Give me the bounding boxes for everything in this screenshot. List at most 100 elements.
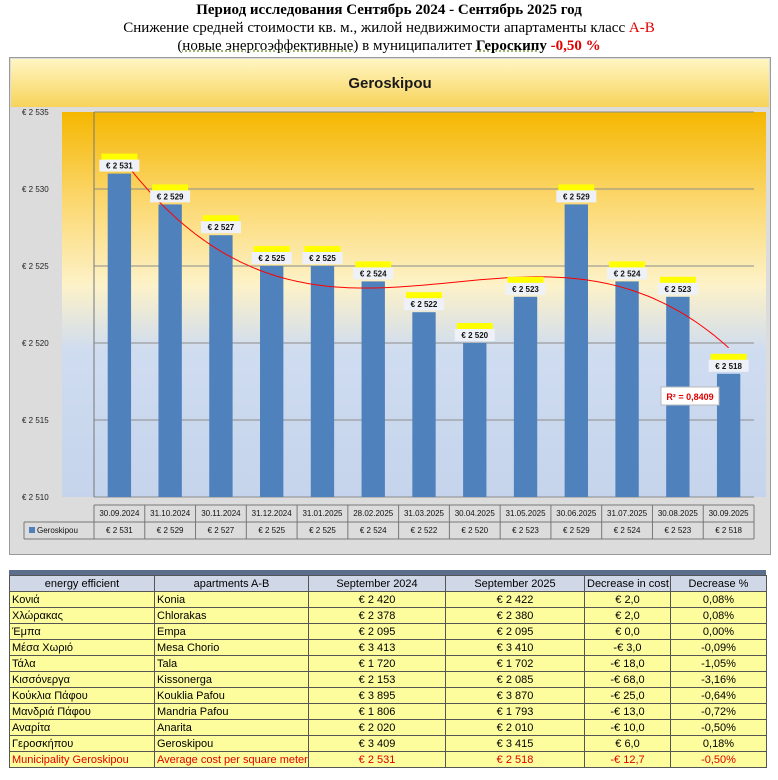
table-value: € 2 523 <box>664 526 691 535</box>
r-squared-box: R² = 0,8409 <box>660 386 720 406</box>
y-tick-label: € 2 525 <box>22 262 49 271</box>
table-cell: -0,09% <box>670 639 767 656</box>
bar <box>310 266 335 497</box>
header-paren-text: (новые энергоэффективные) <box>177 38 359 54</box>
x-tick-label: 31.05.2025 <box>506 509 547 518</box>
table-cell: € 2 531 <box>308 751 446 768</box>
table-cell: Μανδριά Πάφου <box>9 703 155 720</box>
y-tick-label: € 2 515 <box>22 416 49 425</box>
y-tick-label: € 2 530 <box>22 185 49 194</box>
bar <box>412 312 436 497</box>
x-tick-label: 31.01.2025 <box>302 509 343 518</box>
table-cell: € 1 720 <box>308 655 446 672</box>
table-cell: € 2 095 <box>445 623 585 640</box>
table-cell: Κούκλια Πάφου <box>9 687 155 704</box>
table-cell: € 3 895 <box>308 687 446 704</box>
table-cell: € 3 410 <box>445 639 585 656</box>
table-value: € 2 520 <box>461 526 488 535</box>
table-row: Τάλα Tala € 1 720 € 1 702 -€ 18,0 -1,05% <box>9 655 767 672</box>
data-label-box <box>556 190 597 203</box>
bars <box>107 173 741 497</box>
table-cell: Empa <box>154 623 309 640</box>
bar <box>209 235 233 497</box>
table-header-cell: apartments A-B <box>154 575 309 592</box>
y-axis: € 2 510 € 2 515 € 2 520 € 2 525 € 2 530 € 2 5… <box>22 108 95 502</box>
table-row: Κισσόνεργα Kissonerga € 2 153 € 2 085 -€ 68,… <box>9 671 767 688</box>
x-tick-label: 30.09.2024 <box>99 509 140 518</box>
data-label-highlight <box>253 246 290 253</box>
table-cell: € 3 415 <box>445 735 585 752</box>
bar <box>615 281 639 497</box>
bar <box>716 373 741 497</box>
table-value: € 2 531 <box>106 526 133 535</box>
data-label: € 2 522 <box>411 300 438 309</box>
table-cell: 0,00% <box>670 623 767 640</box>
table-header-cell: energy efficient <box>9 575 155 592</box>
table-cell: Mesa Chorio <box>154 639 309 656</box>
data-label-highlight <box>202 215 239 223</box>
table-cell: € 6,0 <box>584 735 671 752</box>
table-cell: 0,08% <box>670 591 767 608</box>
data-label-highlight <box>304 246 341 253</box>
bar <box>463 343 487 497</box>
chart-title: Geroskipou <box>348 75 431 92</box>
x-tick-label: 30.06.2025 <box>556 509 597 518</box>
price-table: energy efficient apartments A-B September … <box>9 575 767 768</box>
table-cell: -€ 13,0 <box>584 703 671 720</box>
x-tick-label: 30.11.2024 <box>201 509 241 518</box>
table-cell: Anarita <box>154 719 309 736</box>
table-cell: Χλώρακας <box>9 607 155 624</box>
data-label: € 2 524 <box>614 269 641 278</box>
table-cell: -0,72% <box>670 703 767 720</box>
table-cell: Mandria Pafou <box>154 703 309 720</box>
x-tick-label: 30.04.2025 <box>455 509 496 518</box>
table-row: Γεροσκήπου Geroskipou € 3 409 € 3 415 € 6,0 0… <box>9 735 767 752</box>
data-label: € 2 523 <box>664 285 691 294</box>
table-cell: € 3 870 <box>445 687 585 704</box>
data-label: € 2 529 <box>157 192 184 201</box>
data-label-box <box>200 221 241 234</box>
data-label: € 2 518 <box>715 362 742 371</box>
table-value: € 2 522 <box>411 526 438 535</box>
table-cell: € 2,0 <box>584 591 671 608</box>
data-label-highlight <box>355 261 392 269</box>
x-tick-label: 31.07.2025 <box>607 509 648 518</box>
table-cell: -€ 12,7 <box>584 751 671 768</box>
table-cell: € 2 085 <box>445 671 585 688</box>
table-total-row: Municipality Geroskipou Average cost per … <box>9 751 767 768</box>
data-label-highlight <box>507 276 544 284</box>
table-cell: -€ 68,0 <box>584 671 671 688</box>
data-label-highlight <box>558 184 595 192</box>
data-label-box <box>251 252 292 264</box>
data-label-highlight <box>659 276 696 284</box>
table-cell: Έμπα <box>9 623 155 640</box>
table-cell: -€ 3,0 <box>584 639 671 656</box>
x-tick-label: 31.12.2024 <box>252 509 293 518</box>
legend-label: Geroskipou <box>37 526 78 535</box>
table-value: € 2 529 <box>563 526 590 535</box>
header-mid-text: в муниципалитет <box>358 38 476 54</box>
data-label: € 2 523 <box>512 285 539 294</box>
data-label: € 2 531 <box>106 162 133 171</box>
data-label-box <box>99 159 140 172</box>
table-header-cell: Decrease % <box>670 575 767 592</box>
header-line-2: Снижение средней стоимости кв. м., жилой… <box>0 20 778 37</box>
table-cell: -3,16% <box>670 671 767 688</box>
table-cell: Γεροσκήπου <box>9 735 155 752</box>
data-label: € 2 520 <box>461 331 488 340</box>
table-cell: € 1 793 <box>445 703 585 720</box>
table-cell: Kouklia Pafou <box>154 687 309 704</box>
table-cell: € 2 378 <box>308 607 446 624</box>
table-cell: Tala <box>154 655 309 672</box>
table-cell: € 2 380 <box>445 607 585 624</box>
table-value: € 2 525 <box>309 526 336 535</box>
chart-title-band <box>11 59 769 107</box>
table-cell: -€ 10,0 <box>584 719 671 736</box>
table-value: € 2 529 <box>157 526 184 535</box>
data-label-highlight <box>101 153 138 161</box>
table-cell: € 0,0 <box>584 623 671 640</box>
table-row: Μανδριά Πάφου Mandria Pafou € 1 806 € 1 793… <box>9 703 767 720</box>
data-label-box <box>150 190 191 203</box>
data-label-box <box>708 359 749 372</box>
table-cell: € 2 422 <box>445 591 585 608</box>
